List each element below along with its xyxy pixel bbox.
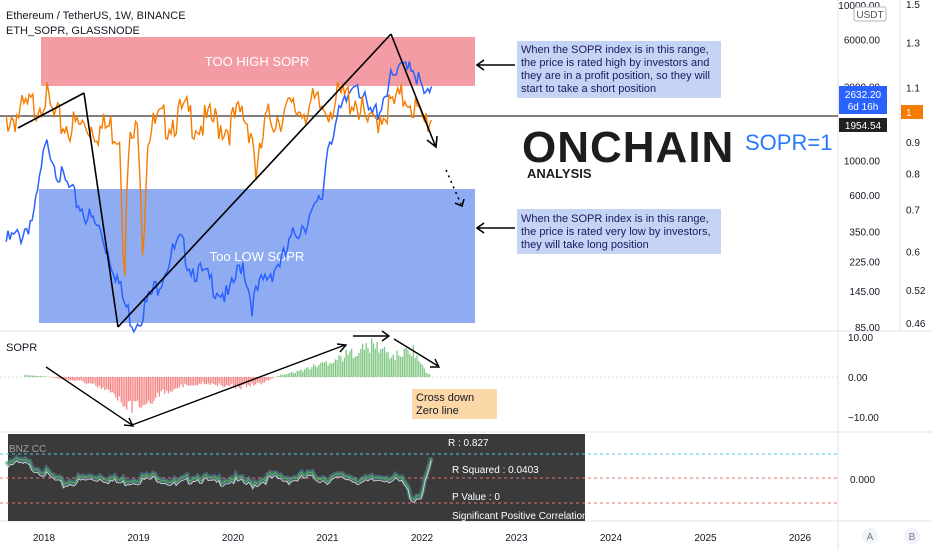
sopr-tick-8: 0.52 bbox=[906, 286, 926, 297]
low-sopr-zone-label: Too LOW SOPR bbox=[210, 249, 305, 264]
osc-trend-1[interactable] bbox=[45, 366, 133, 426]
arrow-to-high-note-head bbox=[475, 59, 485, 71]
time-label-2021: 2021 bbox=[316, 533, 339, 544]
sopr-tick-9: 0.46 bbox=[906, 319, 926, 330]
high-note-box bbox=[517, 41, 721, 98]
osc-bars bbox=[24, 338, 431, 413]
corr-stat-1: R Squared : 0.0403 bbox=[452, 465, 539, 476]
price-line bbox=[5, 60, 433, 334]
trendline-2[interactable] bbox=[83, 92, 119, 328]
sopr-tick-7: 0.6 bbox=[906, 247, 920, 258]
countdown-value: 6d 16h bbox=[848, 102, 879, 113]
time-label-2026: 2026 bbox=[789, 533, 812, 544]
sopr-line bbox=[5, 81, 433, 276]
currency-badge[interactable] bbox=[853, 6, 887, 22]
osc-title: SOPR bbox=[6, 342, 37, 354]
onchain-title: ONCHAIN bbox=[522, 123, 734, 172]
corr-stat-0: R : 0.827 bbox=[448, 438, 489, 449]
trendline-3[interactable] bbox=[117, 33, 392, 328]
arrow-to-low-note-head bbox=[475, 222, 485, 234]
sopr-tick-6: 0.7 bbox=[906, 206, 920, 217]
line-price-value: 1954.54 bbox=[845, 121, 882, 132]
sopr-tick-5: 0.8 bbox=[906, 170, 920, 181]
indicator-title[interactable]: ETH_SOPR, GLASSNODE bbox=[6, 25, 140, 37]
trendline-4-head bbox=[426, 135, 438, 149]
sopr-tick-4: 0.9 bbox=[906, 138, 920, 149]
auto-scale-button-label: A bbox=[867, 532, 874, 543]
sopr-axis[interactable]: 1.5 1.3 1.1 0.9 0.8 0.7 0.6 0.52 0.46 bbox=[906, 0, 926, 330]
cross-note-box bbox=[412, 389, 497, 419]
price-tick-6: 225.00 bbox=[849, 257, 880, 268]
time-label-2020: 2020 bbox=[222, 533, 245, 544]
currency-badge-label: USDT bbox=[856, 10, 883, 21]
trendline-4[interactable] bbox=[390, 33, 436, 146]
time-label-2023: 2023 bbox=[505, 533, 528, 544]
low-note-text: When the SOPR index is in this range, th… bbox=[521, 213, 711, 251]
price-tick-4: 600.00 bbox=[849, 191, 880, 202]
high-note-text: When the SOPR index is in this range, th… bbox=[521, 44, 710, 95]
osc-tick-0: 10.00 bbox=[848, 333, 873, 344]
osc-trend-4[interactable] bbox=[393, 338, 439, 367]
sopr-one-tag bbox=[901, 105, 923, 119]
sopr-tick-2: 1.1 bbox=[906, 84, 920, 95]
corr-stat-2: P Value : 0 bbox=[452, 492, 500, 503]
time-label-2025: 2025 bbox=[694, 533, 717, 544]
onchain-subtitle: ANALYSIS bbox=[527, 166, 592, 181]
log-scale-button-label: B bbox=[909, 532, 916, 543]
sopr-tick-1: 1.3 bbox=[906, 39, 920, 50]
trendline-dotted-head bbox=[454, 198, 465, 208]
osc-trend-1-head bbox=[123, 417, 135, 427]
corr-stats: R : 0.827 R Squared : 0.0403 P Value : 0 Si… bbox=[448, 438, 588, 522]
high-sopr-zone-label: TOO HIGH SOPR bbox=[205, 54, 310, 69]
corr-series bbox=[4, 454, 434, 503]
log-scale-button[interactable] bbox=[904, 528, 920, 544]
sopr-one-tag-value: 1 bbox=[906, 108, 912, 119]
corr-stat-3: Significant Positive Correlation bbox=[452, 511, 588, 522]
price-tick-8: 85.00 bbox=[855, 323, 880, 334]
corr-title: BNZ CC bbox=[9, 444, 46, 455]
price-tick-3: 1000.00 bbox=[844, 157, 881, 168]
osc-tick-2: −10.00 bbox=[848, 413, 879, 424]
sopr-equals-label: SOPR=1 bbox=[745, 130, 832, 155]
price-tick-5: 350.00 bbox=[849, 227, 880, 238]
time-axis[interactable]: 2018 2019 2020 2021 2022 2023 2024 2025 2026 bbox=[33, 533, 812, 544]
last-price-tag bbox=[839, 86, 887, 114]
trendline-1[interactable] bbox=[17, 92, 85, 129]
osc-trend-2[interactable] bbox=[131, 344, 346, 426]
osc-trend-4-head bbox=[430, 358, 441, 368]
auto-scale-button[interactable] bbox=[862, 528, 878, 544]
sopr-series bbox=[5, 81, 433, 276]
trend-lines bbox=[17, 33, 515, 328]
corr-tick: 0.000 bbox=[850, 475, 875, 486]
trendline-dotted[interactable] bbox=[445, 169, 462, 205]
osc-axis[interactable]: 10.00 0.00 −10.00 bbox=[848, 333, 879, 424]
cross-note-text: Cross down Zero line bbox=[416, 392, 475, 417]
low-sopr-zone[interactable] bbox=[39, 189, 475, 323]
corr-line bbox=[5, 456, 432, 500]
last-price-value: 2632.20 bbox=[845, 90, 882, 101]
sopr-tick-0: 1.5 bbox=[906, 0, 920, 11]
time-label-2024: 2024 bbox=[600, 533, 623, 544]
price-tick-7: 145.00 bbox=[849, 287, 880, 298]
low-note-box bbox=[517, 209, 721, 254]
time-label-2019: 2019 bbox=[127, 533, 150, 544]
price-tick-1: 6000.00 bbox=[844, 36, 881, 47]
osc-trend-2-head bbox=[336, 343, 348, 353]
time-label-2018: 2018 bbox=[33, 533, 56, 544]
osc-trend-lines bbox=[45, 330, 441, 427]
corr-line-2 bbox=[5, 460, 432, 503]
time-label-2022: 2022 bbox=[411, 533, 434, 544]
price-series bbox=[5, 60, 433, 334]
line-price-tag bbox=[839, 118, 887, 132]
osc-trend-3-head bbox=[381, 330, 391, 342]
symbol-title[interactable]: Ethereum / TetherUS, 1W, BINANCE bbox=[6, 10, 186, 22]
osc-tick-1: 0.00 bbox=[848, 373, 868, 384]
